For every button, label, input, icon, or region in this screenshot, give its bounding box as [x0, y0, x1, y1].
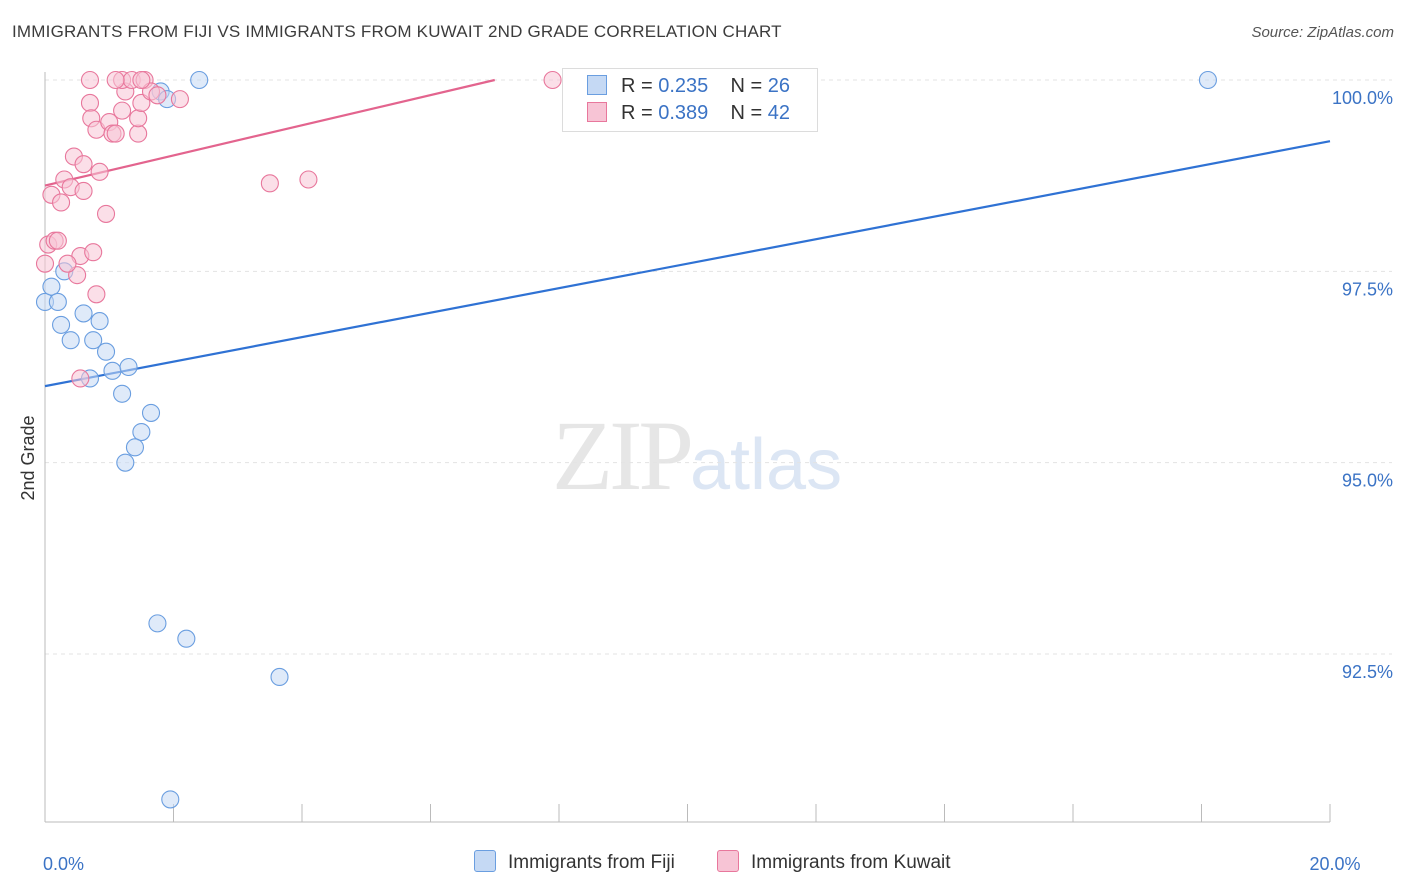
- data-point-kuwait: [74, 155, 93, 174]
- data-point-kuwait: [90, 162, 109, 181]
- y-tick-label: 92.5%: [1342, 662, 1393, 682]
- data-point-fiji: [96, 342, 116, 361]
- legend-kuwait-r-value: 0.389: [658, 102, 709, 124]
- y-tick-label: 97.5%: [1342, 279, 1393, 299]
- data-point-kuwait: [87, 285, 106, 304]
- data-point-kuwait: [52, 193, 71, 212]
- data-point-kuwait: [48, 231, 67, 250]
- data-point-kuwait: [260, 174, 279, 193]
- data-point-fiji: [119, 357, 138, 377]
- data-point-kuwait: [129, 124, 148, 143]
- data-point-kuwait: [74, 181, 93, 201]
- trend-line-kuwait: [44, 78, 496, 187]
- legend-kuwait-n-label: N =: [730, 102, 768, 124]
- data-point-kuwait: [58, 254, 77, 273]
- data-point-kuwait: [170, 90, 189, 109]
- data-point-fiji: [42, 277, 61, 296]
- data-point-kuwait: [84, 243, 103, 262]
- data-point-fiji: [132, 423, 151, 442]
- legend-swatch-fiji: [587, 75, 607, 95]
- data-point-kuwait: [35, 254, 55, 273]
- chart-title: IMMIGRANTS FROM FIJI VS IMMIGRANTS FROM …: [12, 22, 782, 41]
- bottom-legend-swatch-fiji: [474, 850, 496, 872]
- watermark: ZIPatlas: [552, 398, 842, 513]
- bottom-legend-fiji-label: Immigrants from Fiji: [508, 852, 675, 873]
- legend-kuwait-r-label: R =: [621, 102, 659, 124]
- watermark-zip: ZIP: [552, 400, 694, 511]
- data-point-kuwait: [132, 70, 151, 90]
- legend-row-fiji: R = 0.235 N = 26: [587, 75, 790, 99]
- watermark-atlas: atlas: [690, 425, 843, 505]
- data-point-kuwait: [71, 369, 90, 388]
- source-label: Source: ZipAtlas.com: [1251, 24, 1394, 41]
- data-point-fiji: [177, 629, 196, 648]
- bottom-legend-kuwait: Immigrants from Kuwait: [717, 850, 951, 874]
- grid: [45, 79, 1392, 655]
- data-point-kuwait: [148, 86, 167, 105]
- y-tick-label: 95.0%: [1342, 471, 1393, 491]
- legend-kuwait-n-value: 42: [767, 102, 791, 124]
- x-tick-label: 0.0%: [43, 854, 84, 874]
- bottom-legend-swatch-kuwait: [717, 850, 739, 872]
- data-point-fiji: [52, 315, 71, 334]
- legend-swatch-kuwait: [587, 102, 607, 122]
- bottom-legend-fiji: Immigrants from Fiji: [474, 850, 675, 874]
- data-point-fiji: [90, 312, 109, 331]
- data-point-fiji: [125, 438, 144, 457]
- data-point-kuwait: [299, 170, 318, 189]
- data-point-fiji: [103, 361, 122, 380]
- y-tick-label: 100.0%: [1332, 88, 1393, 108]
- tick-labels: 92.5% 95.0% 97.5% 100.0% 0.0% 20.0%: [43, 88, 1393, 874]
- data-point-kuwait: [106, 124, 125, 143]
- data-point-fiji: [141, 403, 161, 422]
- data-point-kuwait: [80, 70, 100, 90]
- data-point-fiji: [161, 790, 180, 809]
- legend-fiji-r-value: 0.235: [658, 75, 709, 97]
- data-point-fiji: [270, 667, 289, 687]
- legend-fiji-n-value: 26: [767, 75, 791, 97]
- trend-lines: [44, 78, 1331, 388]
- bottom-legend-kuwait-label: Immigrants from Kuwait: [751, 852, 951, 873]
- y-axis-label: 2nd Grade: [18, 415, 38, 500]
- data-point-kuwait: [543, 70, 562, 90]
- legend-row-kuwait: R = 0.389 N = 42: [587, 102, 790, 126]
- legend-fiji-n-label: N =: [730, 75, 768, 97]
- data-point-kuwait: [129, 109, 148, 128]
- data-point-kuwait: [96, 204, 116, 223]
- data-point-kuwait: [113, 101, 132, 120]
- data-point-fiji: [113, 384, 132, 403]
- data-point-fiji: [1198, 70, 1217, 90]
- data-point-kuwait: [80, 93, 100, 113]
- data-point-fiji: [48, 292, 67, 311]
- data-point-kuwait: [106, 70, 125, 90]
- data-points: [35, 70, 1217, 809]
- data-point-fiji: [190, 70, 209, 90]
- axes: [44, 72, 1331, 823]
- x-tick-label: 20.0%: [1309, 854, 1360, 874]
- data-point-fiji: [116, 453, 135, 472]
- data-point-fiji: [148, 614, 167, 633]
- legend: R = 0.235 N = 26 R = 0.389 N = 42: [562, 68, 818, 132]
- data-point-fiji: [74, 304, 93, 323]
- legend-fiji-r-label: R =: [621, 75, 659, 97]
- data-point-fiji: [84, 331, 103, 350]
- data-point-fiji: [61, 331, 80, 350]
- trend-line-fiji: [44, 140, 1331, 388]
